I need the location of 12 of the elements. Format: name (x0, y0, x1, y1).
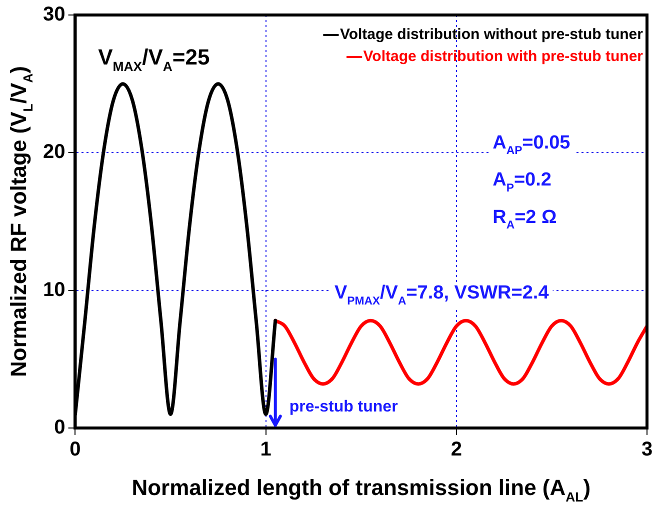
y-tick-label: 20 (42, 141, 66, 164)
y-tick-label: 10 (42, 278, 66, 301)
y-tick-label: 0 (54, 416, 66, 439)
x-tick-label: 1 (260, 438, 272, 461)
legend-label: Voltage distribution without pre-stub tuner (340, 26, 644, 44)
y-tick-label: 30 (42, 4, 66, 26)
x-tick-label: 3 (641, 438, 653, 461)
x-tick-label: 0 (70, 438, 81, 461)
x-tick-label: 2 (450, 438, 462, 461)
legend-label: Voltage distribution with pre-stub tuner (363, 48, 644, 66)
y-axis-title: Normalized RF voltage (VL/VA) (6, 66, 36, 377)
ref-line-label: pre-stub tuner (289, 398, 398, 416)
